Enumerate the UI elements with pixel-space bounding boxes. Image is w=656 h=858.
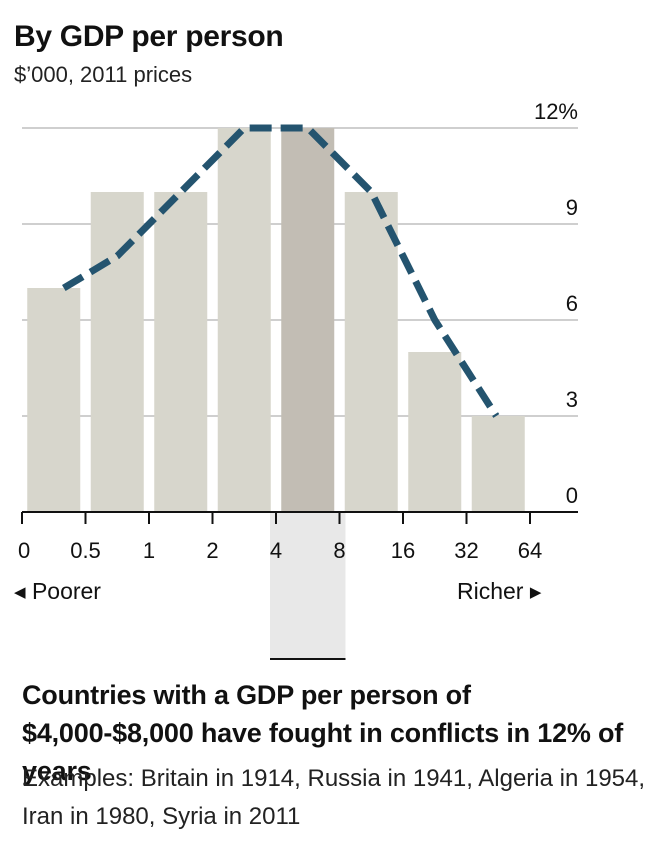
x-tick-label: 8 xyxy=(333,538,345,563)
x-tick-label: 1 xyxy=(143,538,155,563)
richer-label: Richer ▶ xyxy=(457,578,541,605)
x-tick-label: 2 xyxy=(206,538,218,563)
left-triangle-icon: ◀ xyxy=(14,584,26,601)
bar-32-64 xyxy=(471,416,525,512)
poorer-label: ◀ Poorer xyxy=(14,578,101,605)
x-tick-label: 16 xyxy=(391,538,415,563)
y-tick-label: 3 xyxy=(566,387,578,412)
bars xyxy=(27,128,525,512)
x-tick-label: 0.5 xyxy=(70,538,101,563)
annotation-headline: Countries with a GDP per person of $4,00… xyxy=(22,680,624,786)
y-tick-label: 12% xyxy=(534,99,578,124)
x-axis-ticks: 0 0.5 1 2 4 8 16 32 64 xyxy=(18,512,542,563)
x-tick-label: 0 xyxy=(18,538,30,563)
highlight-band xyxy=(270,512,346,659)
chart-subtitle: $’000, 2011 prices xyxy=(14,62,193,87)
bar-chart: 0 0.5 1 2 4 8 16 32 64 0 3 6 9 12% xyxy=(18,99,578,660)
right-triangle-icon: ▶ xyxy=(529,584,542,601)
chart-title: By GDP per person xyxy=(14,20,284,53)
bar-0-0.5 xyxy=(27,288,81,512)
y-tick-label: 9 xyxy=(566,195,578,220)
x-tick-label: 4 xyxy=(270,538,282,563)
y-axis-ticks: 0 3 6 9 12% xyxy=(534,99,578,508)
bar-0.5-1 xyxy=(90,192,144,512)
bar-16-32 xyxy=(408,352,462,512)
bar-8-16 xyxy=(344,192,398,512)
x-tick-label: 64 xyxy=(518,538,542,563)
poorer-text: Poorer xyxy=(31,578,101,604)
y-tick-label: 0 xyxy=(566,483,578,508)
x-tick-label: 32 xyxy=(454,538,478,563)
bar-1-2 xyxy=(154,192,208,512)
bar-2-4 xyxy=(217,128,271,512)
trend-line xyxy=(62,124,500,418)
richer-text: Richer xyxy=(457,578,524,604)
annotation-body: Examples: Britain in 1914, Russia in 194… xyxy=(22,765,646,830)
y-tick-label: 6 xyxy=(566,291,578,316)
bar-4-8 xyxy=(281,128,335,512)
